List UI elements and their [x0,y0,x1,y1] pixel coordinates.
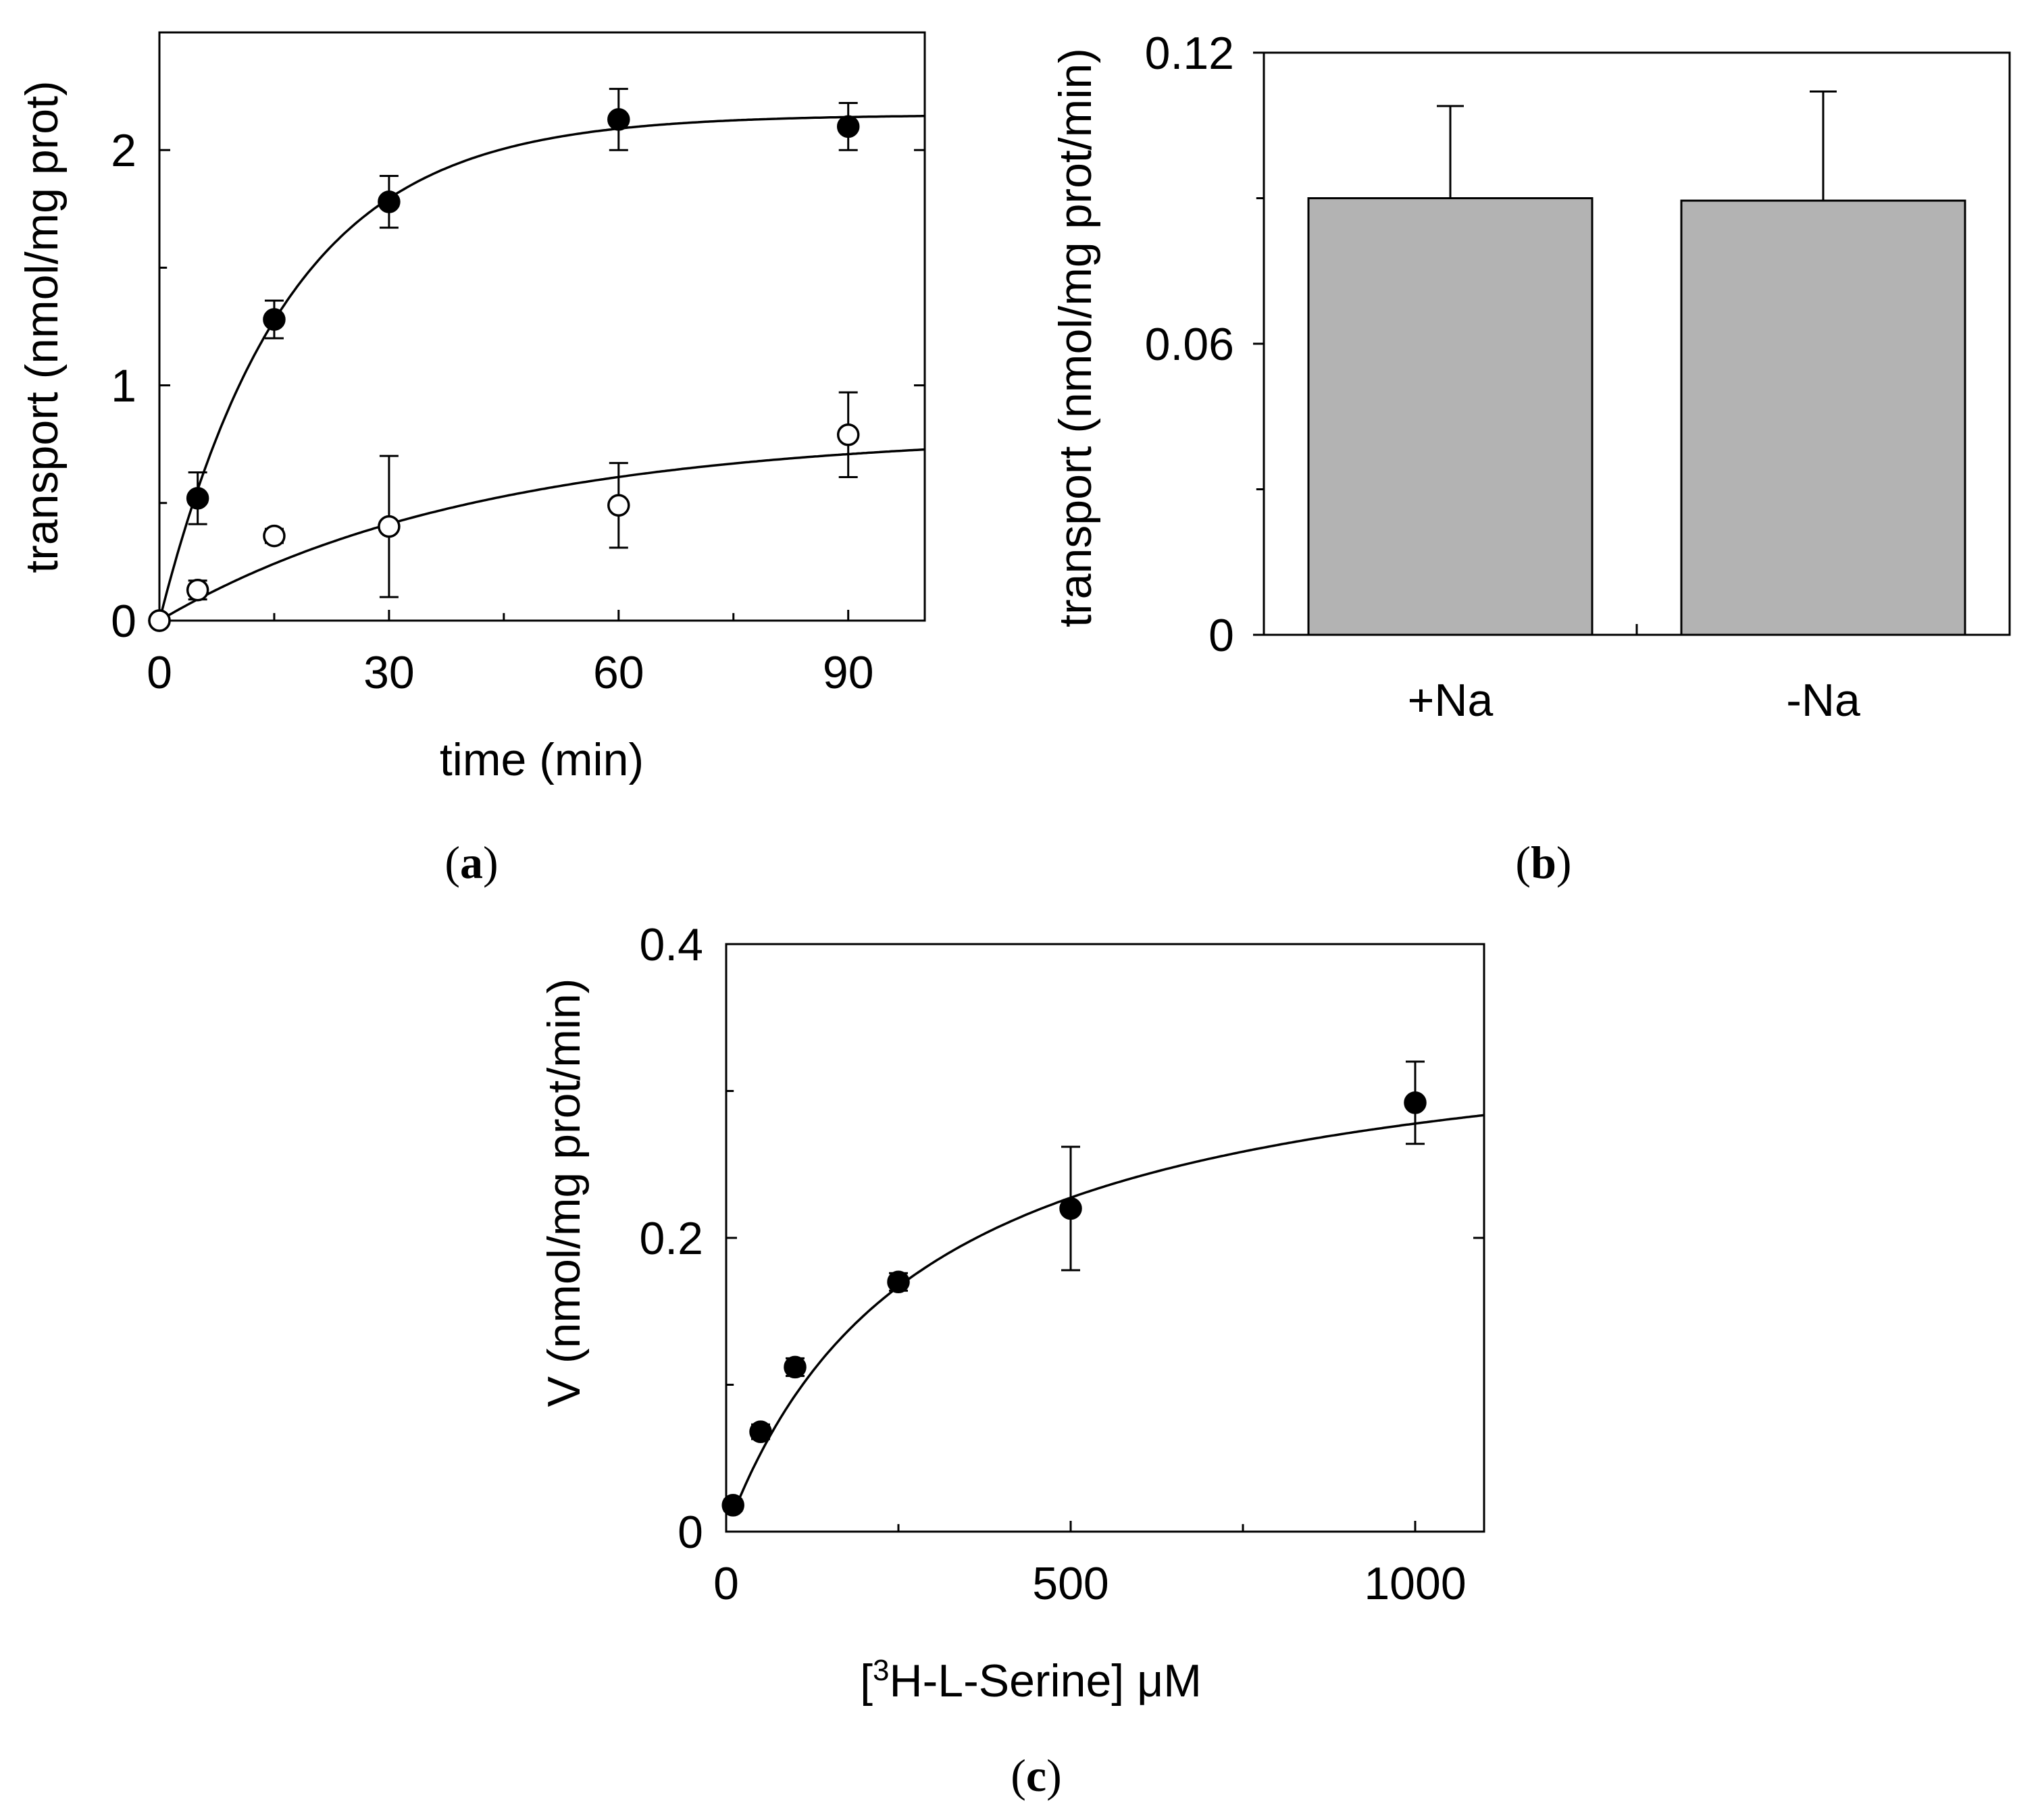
chart-panel-b: 0 0.06 0.12 +Na -Na transport (nmol/mg prot… [1050,28,2011,888]
panel-a-plot-frame [158,31,926,622]
panel-a-x-tick-label: 60 [593,647,644,698]
panel-c-data-point-filled [887,1270,910,1293]
panel-b-y-tick-label: 0 [1208,610,1234,661]
panel-b-y-axis-label: transport (nmol/mg prot/min) [1050,48,1101,627]
panel-c-y-tick-label: 0.2 [639,1213,703,1264]
panel-c-y-axis-label: V (nmol/mg prot/min) [538,979,590,1407]
panel-c-y-tick-label: 0 [678,1507,703,1558]
panel-b-x-tick-label: +Na [1408,675,1494,726]
panel-c-x-tick-label: 500 [1032,1558,1109,1609]
panel-a-data-point-filled [186,487,209,510]
panel-a-data-point-filled [378,190,401,213]
panel-a-data-point-open [607,494,630,517]
panel-a-data-point-open [836,423,860,446]
panel-c-fit-curve-filled [732,1114,1485,1515]
panel-a-y-tick-label: 2 [111,125,136,176]
panel-a-x-axis-label: time (min) [440,734,644,785]
panel-b-x-tick-label: -Na [1786,675,1860,726]
panel-a-y-axis-label: transport (nmol/mg prot) [16,80,68,573]
panel-a-data-point-filled [836,115,860,138]
panel-c-x-axis-label-sup: 3 [873,1654,889,1687]
panel-c-y-tick-label: 0.4 [639,919,703,970]
panel-c-data-point-filled [749,1420,772,1443]
panel-c-x-axis-label-suffix: H-L-Serine] μM [890,1655,1202,1707]
panel-a-data-point-open [148,609,171,632]
chart-panel-a: 0 1 2 0 30 60 90 time (min) transport (nmol/m… [16,31,926,888]
panel-c-x-axis-label: [3H-L-Serine] μM [860,1654,1202,1707]
panel-c-data-point-filled [1404,1091,1427,1114]
panel-a-data-point-filled [607,108,630,131]
panel-c-data-point-filled [1059,1197,1082,1220]
panel-a-data-point-open [186,578,209,602]
panel-a-y-tick-label: 1 [111,361,136,412]
panel-c-data-point-filled [721,1494,744,1517]
panel-b-y-tick-label: 0.12 [1145,28,1234,79]
panel-c-caption-letter: c [1026,1750,1046,1801]
panel-a-caption-letter: a [460,837,483,888]
panel-a-fit-curve-filled [158,115,925,621]
panel-a-data-point-filled [263,308,286,331]
panel-b-caption-letter: b [1531,837,1556,888]
chart-panel-c: 0 0.2 0.4 0 500 1000 [3H-L-Serine] μM V (nmo… [538,919,1485,1801]
panel-c-x-tick-label: 1000 [1364,1558,1466,1609]
panel-c-plot-frame [725,943,1485,1533]
panel-a-y-tick-label: 0 [111,596,136,647]
panel-a-data-point-open [378,515,401,538]
panel-a-x-tick-label: 90 [823,647,874,698]
panel-b-caption: (b) [1515,837,1571,888]
panel-c-x-axis-label-prefix: [ [860,1655,873,1707]
panel-a-x-tick-label: 30 [363,647,415,698]
panel-b-bar [1680,199,1966,636]
panel-a-caption: (a) [444,837,498,888]
panel-a-x-tick-label: 0 [147,647,172,698]
panel-c-caption: (c) [1011,1750,1062,1801]
panel-a-fit-curve-open [159,448,925,622]
panel-b-y-tick-label: 0.06 [1145,319,1234,370]
panel-c-data-point-filled [784,1355,807,1379]
panel-c-x-tick-label: 0 [713,1558,739,1609]
panel-a-data-point-open [263,524,286,548]
panel-b-bar [1307,197,1594,636]
